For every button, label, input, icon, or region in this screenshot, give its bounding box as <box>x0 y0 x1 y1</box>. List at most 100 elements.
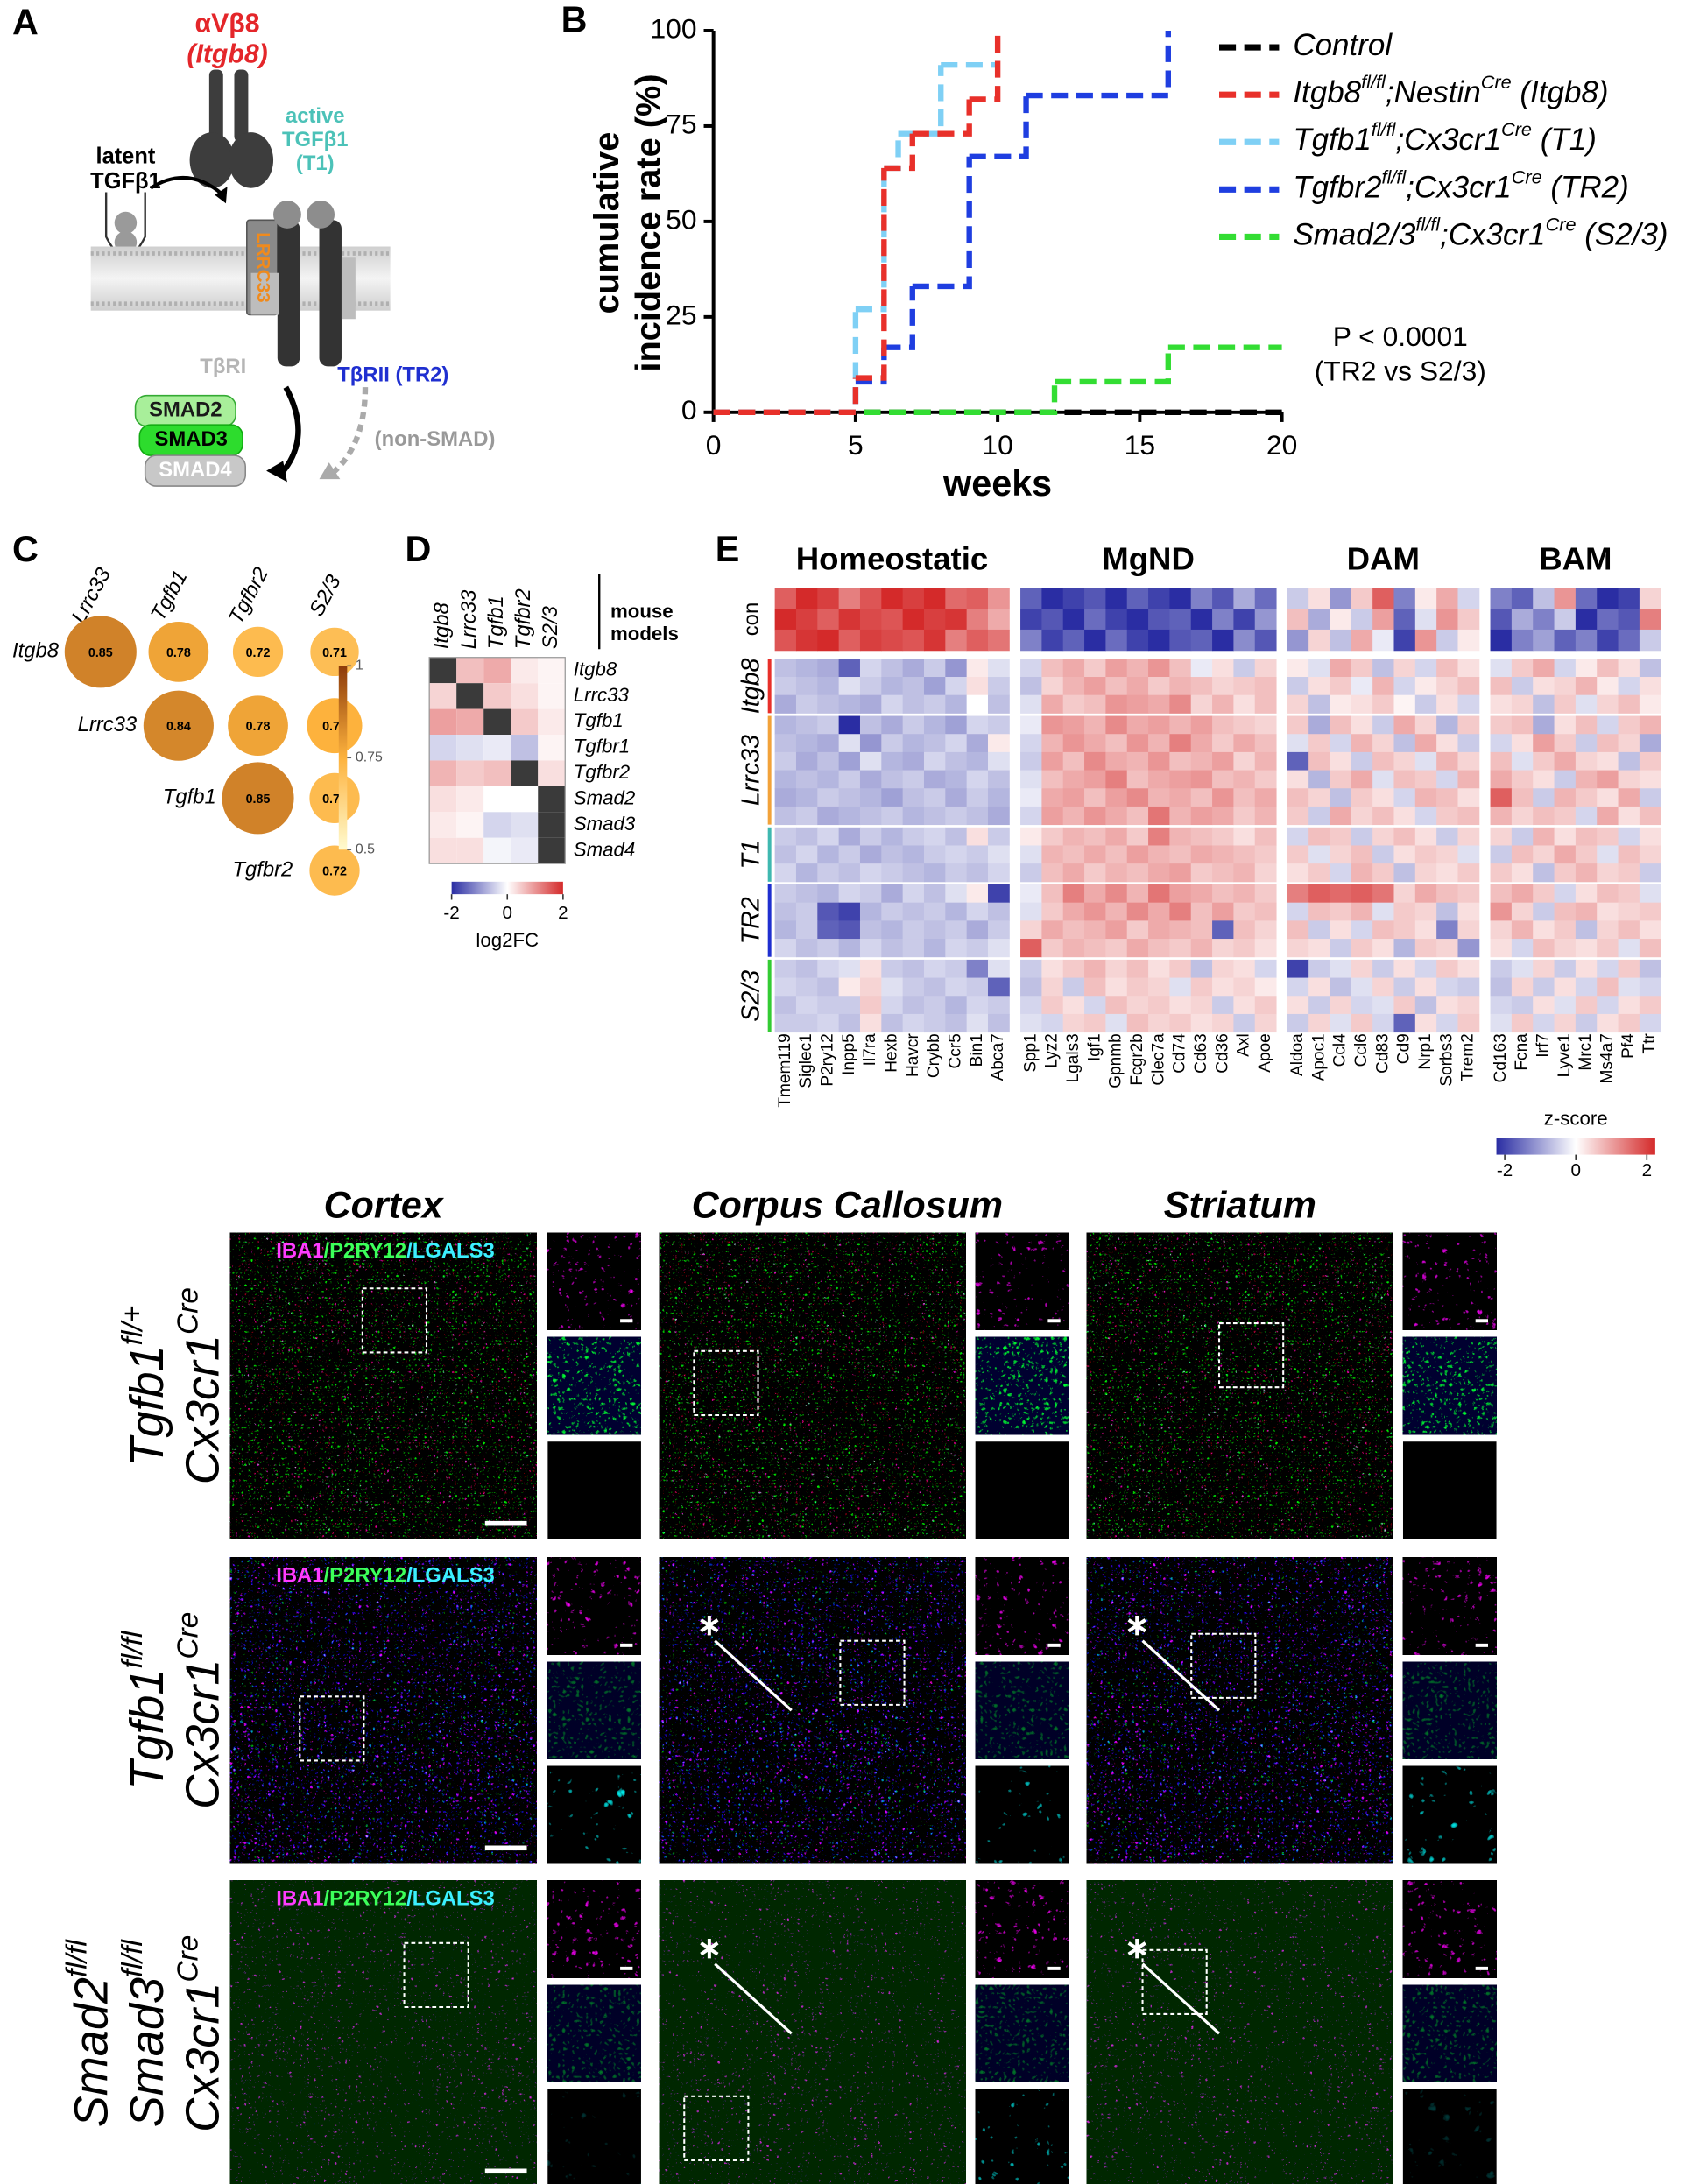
heatmap-cell <box>1597 806 1619 826</box>
heatmap-cell <box>1126 806 1149 826</box>
genotype-label: Smad2fl/fl <box>61 1939 118 2128</box>
heatmap-cell <box>774 827 797 846</box>
heatmap-cell <box>1041 959 1064 979</box>
colorbar-tick-label: 0.5 <box>356 842 375 856</box>
heatmap-cell <box>1511 884 1534 904</box>
heatmap-cell <box>881 751 904 771</box>
heatmap-cell <box>1041 751 1064 771</box>
heatmap-cell <box>881 609 904 631</box>
heatmap-cell <box>1020 902 1042 921</box>
superscript: Cre <box>1481 71 1512 93</box>
heatmap-cell <box>945 845 968 864</box>
bubble <box>307 698 363 754</box>
heatmap-cell <box>1020 884 1042 904</box>
step-segment <box>713 309 859 415</box>
heatmap-cell <box>817 977 840 997</box>
heatmap-cell <box>1351 959 1373 979</box>
heatmap-cell <box>1254 902 1277 921</box>
heatmap-cell <box>1308 845 1330 864</box>
heatmap-cell <box>1062 770 1085 789</box>
heatmap-cell <box>1041 677 1064 696</box>
heatmap-cell <box>923 863 946 883</box>
heatmap-cell <box>1126 959 1149 979</box>
heatmap-cell <box>1511 977 1534 997</box>
heatmap-cell <box>538 837 566 864</box>
heatmap-cell <box>1169 920 1192 940</box>
heatmap-cell <box>1436 939 1458 958</box>
heatmap-cell <box>945 863 968 883</box>
text-part: ;Cx3cr1 <box>1440 218 1546 252</box>
panel-letter: A <box>12 3 39 43</box>
gene-label: Cd74 <box>1171 1033 1189 1074</box>
heatmap-cell <box>1490 588 1513 609</box>
heatmap-cell <box>1330 996 1352 1015</box>
heatmap-cell <box>1414 902 1437 921</box>
heatmap-cell <box>945 751 968 771</box>
heatmap-cell <box>1287 863 1309 883</box>
heatmap-cell <box>923 959 946 979</box>
heatmap-cell <box>923 996 946 1015</box>
heatmap-cell <box>1212 996 1234 1015</box>
heatmap-cell <box>1105 788 1128 807</box>
heatmap-cell <box>881 788 904 807</box>
heatmap-cell <box>817 845 840 864</box>
heatmap-cell <box>1212 677 1234 696</box>
heatmap-cell <box>966 715 989 735</box>
heatmap-cell <box>511 683 539 709</box>
heatmap-cell <box>817 609 840 631</box>
heatmap-cell <box>902 902 925 921</box>
heatmap-cell <box>429 786 457 813</box>
heatmap-cell <box>1062 806 1085 826</box>
gene-label: Fcgr2b <box>1128 1033 1146 1085</box>
heatmap-cell <box>1414 770 1437 789</box>
heatmap-cell <box>1330 959 1352 979</box>
inset <box>1402 1336 1497 1435</box>
heatmap-cell <box>1436 659 1458 678</box>
heatmap-cell <box>1287 939 1309 958</box>
heatmap-cell <box>859 788 882 807</box>
heatmap-cell <box>774 694 797 714</box>
heatmap-cell <box>902 677 925 696</box>
heatmap-cell <box>859 734 882 753</box>
heatmap-cell <box>1169 609 1192 631</box>
bubble <box>232 626 284 678</box>
scale-bar <box>620 1643 633 1647</box>
heatmap-cell <box>1436 1013 1458 1033</box>
heatmap-cell <box>774 609 797 631</box>
heatmap-cell <box>1533 588 1555 609</box>
row-group-label: S2/3 <box>737 970 765 1022</box>
row-label: Lrrc33 <box>574 684 630 706</box>
heatmap-cell <box>1169 694 1192 714</box>
heatmap-cell <box>1414 715 1437 735</box>
heatmap-cell <box>1105 977 1128 997</box>
heatmap-cell <box>1062 959 1085 979</box>
gene-group-label: BAM <box>1539 541 1612 577</box>
heatmap-cell <box>902 959 925 979</box>
heatmap-cell <box>1457 751 1480 771</box>
heatmap-cell <box>966 845 989 864</box>
heatmap-cell <box>1148 677 1170 696</box>
heatmap-cell <box>859 770 882 789</box>
column-label: Lrrc33 <box>457 589 481 649</box>
heatmap-cell <box>1351 588 1373 609</box>
heatmap-cell <box>1457 827 1480 846</box>
heatmap-cell <box>1639 863 1661 883</box>
gene-label: Bin1 <box>968 1033 986 1067</box>
heatmap-cell <box>1351 734 1373 753</box>
heatmap-cell <box>987 1013 1010 1033</box>
heatmap-cell <box>1169 884 1192 904</box>
heatmap-cell <box>1212 715 1234 735</box>
heatmap-cell <box>1041 827 1064 846</box>
heatmap-cell <box>1393 751 1416 771</box>
heatmap-cell <box>1254 920 1277 940</box>
x-tick-label: 10 <box>982 429 1012 461</box>
heatmap-cell <box>1575 939 1598 958</box>
row-label: Tgfb1 <box>574 709 624 731</box>
text-part: Control <box>1293 28 1393 62</box>
heatmap-cell <box>966 939 989 958</box>
heatmap-cell <box>1372 902 1394 921</box>
gene-label: Lgals3 <box>1064 1033 1083 1082</box>
heatmap-cell <box>817 788 840 807</box>
heatmap-cell <box>923 845 946 864</box>
heatmap-cell <box>1084 694 1106 714</box>
